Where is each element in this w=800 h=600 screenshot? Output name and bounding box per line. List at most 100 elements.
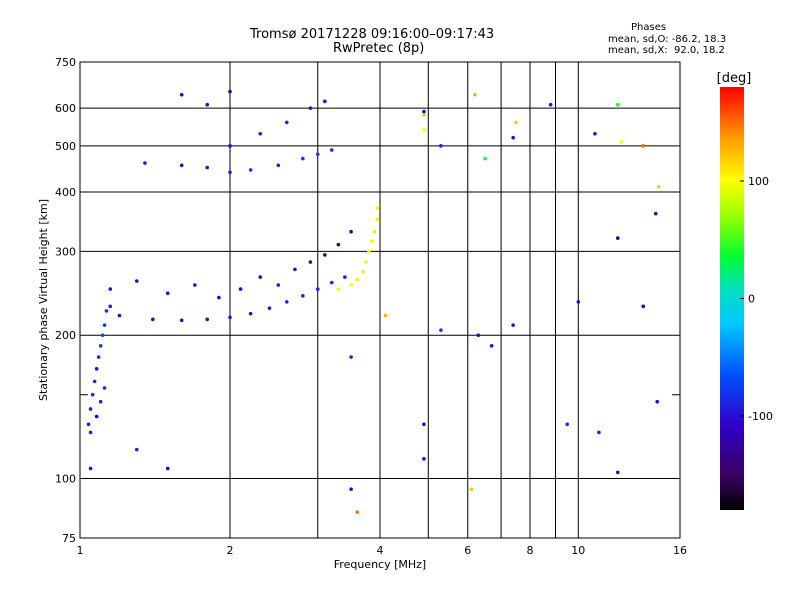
y-tick-label: 75 — [62, 532, 76, 545]
data-point — [228, 89, 232, 94]
data-point — [165, 291, 170, 296]
x-tick-label: 4 — [377, 544, 384, 557]
x-tick-label: 16 — [673, 544, 687, 557]
data-point — [102, 323, 107, 327]
data-point — [117, 313, 122, 318]
grid-lines — [80, 62, 680, 538]
data-point — [193, 283, 197, 287]
data-point — [329, 280, 334, 285]
data-point — [343, 275, 347, 279]
data-point — [267, 306, 272, 310]
data-point — [361, 269, 365, 274]
data-point — [238, 287, 243, 291]
data-point — [372, 229, 377, 234]
data-point — [615, 236, 620, 240]
x-tick-label: 10 — [571, 544, 585, 557]
data-point — [100, 333, 105, 338]
y-axis-label: Stationary phase Virtual Height [km] — [37, 199, 50, 401]
colorbar-ticks: 100 0 -100 — [740, 175, 773, 423]
data-point — [364, 260, 368, 264]
data-point — [655, 399, 659, 404]
data-point — [179, 92, 184, 97]
data-point — [489, 344, 494, 348]
data-point — [258, 275, 263, 279]
data-point — [514, 120, 518, 125]
data-point — [205, 102, 209, 107]
y-tick-label: 400 — [55, 186, 76, 199]
data-point — [88, 407, 93, 411]
y-tick-label: 600 — [55, 102, 76, 115]
data-point — [597, 430, 601, 435]
data-point — [179, 318, 184, 323]
y-tick-label: 100 — [55, 473, 76, 486]
data-point — [422, 128, 426, 132]
data-point — [308, 260, 313, 264]
data-point — [151, 317, 155, 322]
data-point — [98, 399, 103, 404]
data-point — [653, 211, 658, 216]
data-point — [349, 355, 353, 359]
x-tick-label: 1 — [77, 544, 84, 557]
data-point — [323, 99, 327, 104]
data-point — [315, 152, 320, 157]
data-point — [422, 457, 426, 461]
phase-stats-o: mean, sd,O: -86.2, 18.3 — [608, 34, 727, 45]
data-point — [593, 131, 597, 136]
data-point — [228, 170, 232, 175]
data-point — [615, 102, 620, 107]
data-point — [276, 163, 281, 168]
data-point — [315, 287, 320, 291]
y-tick-label: 750 — [55, 56, 76, 69]
data-point — [329, 148, 334, 152]
data-point — [641, 304, 646, 309]
data-point — [473, 92, 477, 97]
data-point — [483, 156, 487, 161]
data-point — [228, 144, 232, 148]
data-point — [108, 304, 113, 309]
data-point — [94, 414, 99, 419]
data-point — [88, 466, 93, 471]
data-point — [90, 392, 95, 397]
data-point — [301, 156, 305, 161]
data-point — [143, 161, 147, 165]
data-point — [369, 239, 374, 244]
data-point — [134, 447, 139, 452]
data-point — [422, 422, 426, 427]
data-point — [349, 229, 353, 234]
data-point — [641, 144, 646, 148]
data-point — [355, 510, 359, 514]
data-point — [165, 466, 170, 471]
data-point — [86, 422, 91, 427]
data-point — [615, 470, 620, 475]
data-point — [88, 430, 93, 435]
data-point — [511, 135, 515, 140]
x-tick-label: 8 — [527, 544, 534, 557]
data-point — [383, 313, 388, 318]
data-point — [422, 113, 426, 117]
chart-subtitle: RwPretec (8p) — [333, 41, 425, 56]
data-point — [548, 102, 553, 107]
data-point — [217, 295, 221, 300]
phase-stats-heading: Phases — [631, 22, 667, 33]
data-point — [102, 386, 107, 390]
y-tick-label: 300 — [55, 245, 76, 258]
y-tick-labels: 75 100 200 300 400 500 600 750 — [55, 56, 76, 545]
data-point — [104, 309, 109, 313]
data-point — [355, 277, 359, 282]
data-point — [565, 422, 569, 427]
data-point — [248, 168, 253, 172]
data-point — [336, 287, 341, 291]
data-point — [349, 283, 353, 287]
data-point — [134, 279, 139, 283]
data-point — [422, 109, 426, 114]
data-point — [98, 344, 103, 348]
data-point — [323, 253, 327, 257]
data-point — [179, 163, 184, 168]
data-point — [301, 294, 305, 298]
data-point — [469, 487, 474, 491]
data-point — [656, 185, 661, 189]
data-point — [92, 379, 97, 384]
x-tick-label: 2 — [227, 544, 234, 557]
data-point — [293, 267, 297, 272]
